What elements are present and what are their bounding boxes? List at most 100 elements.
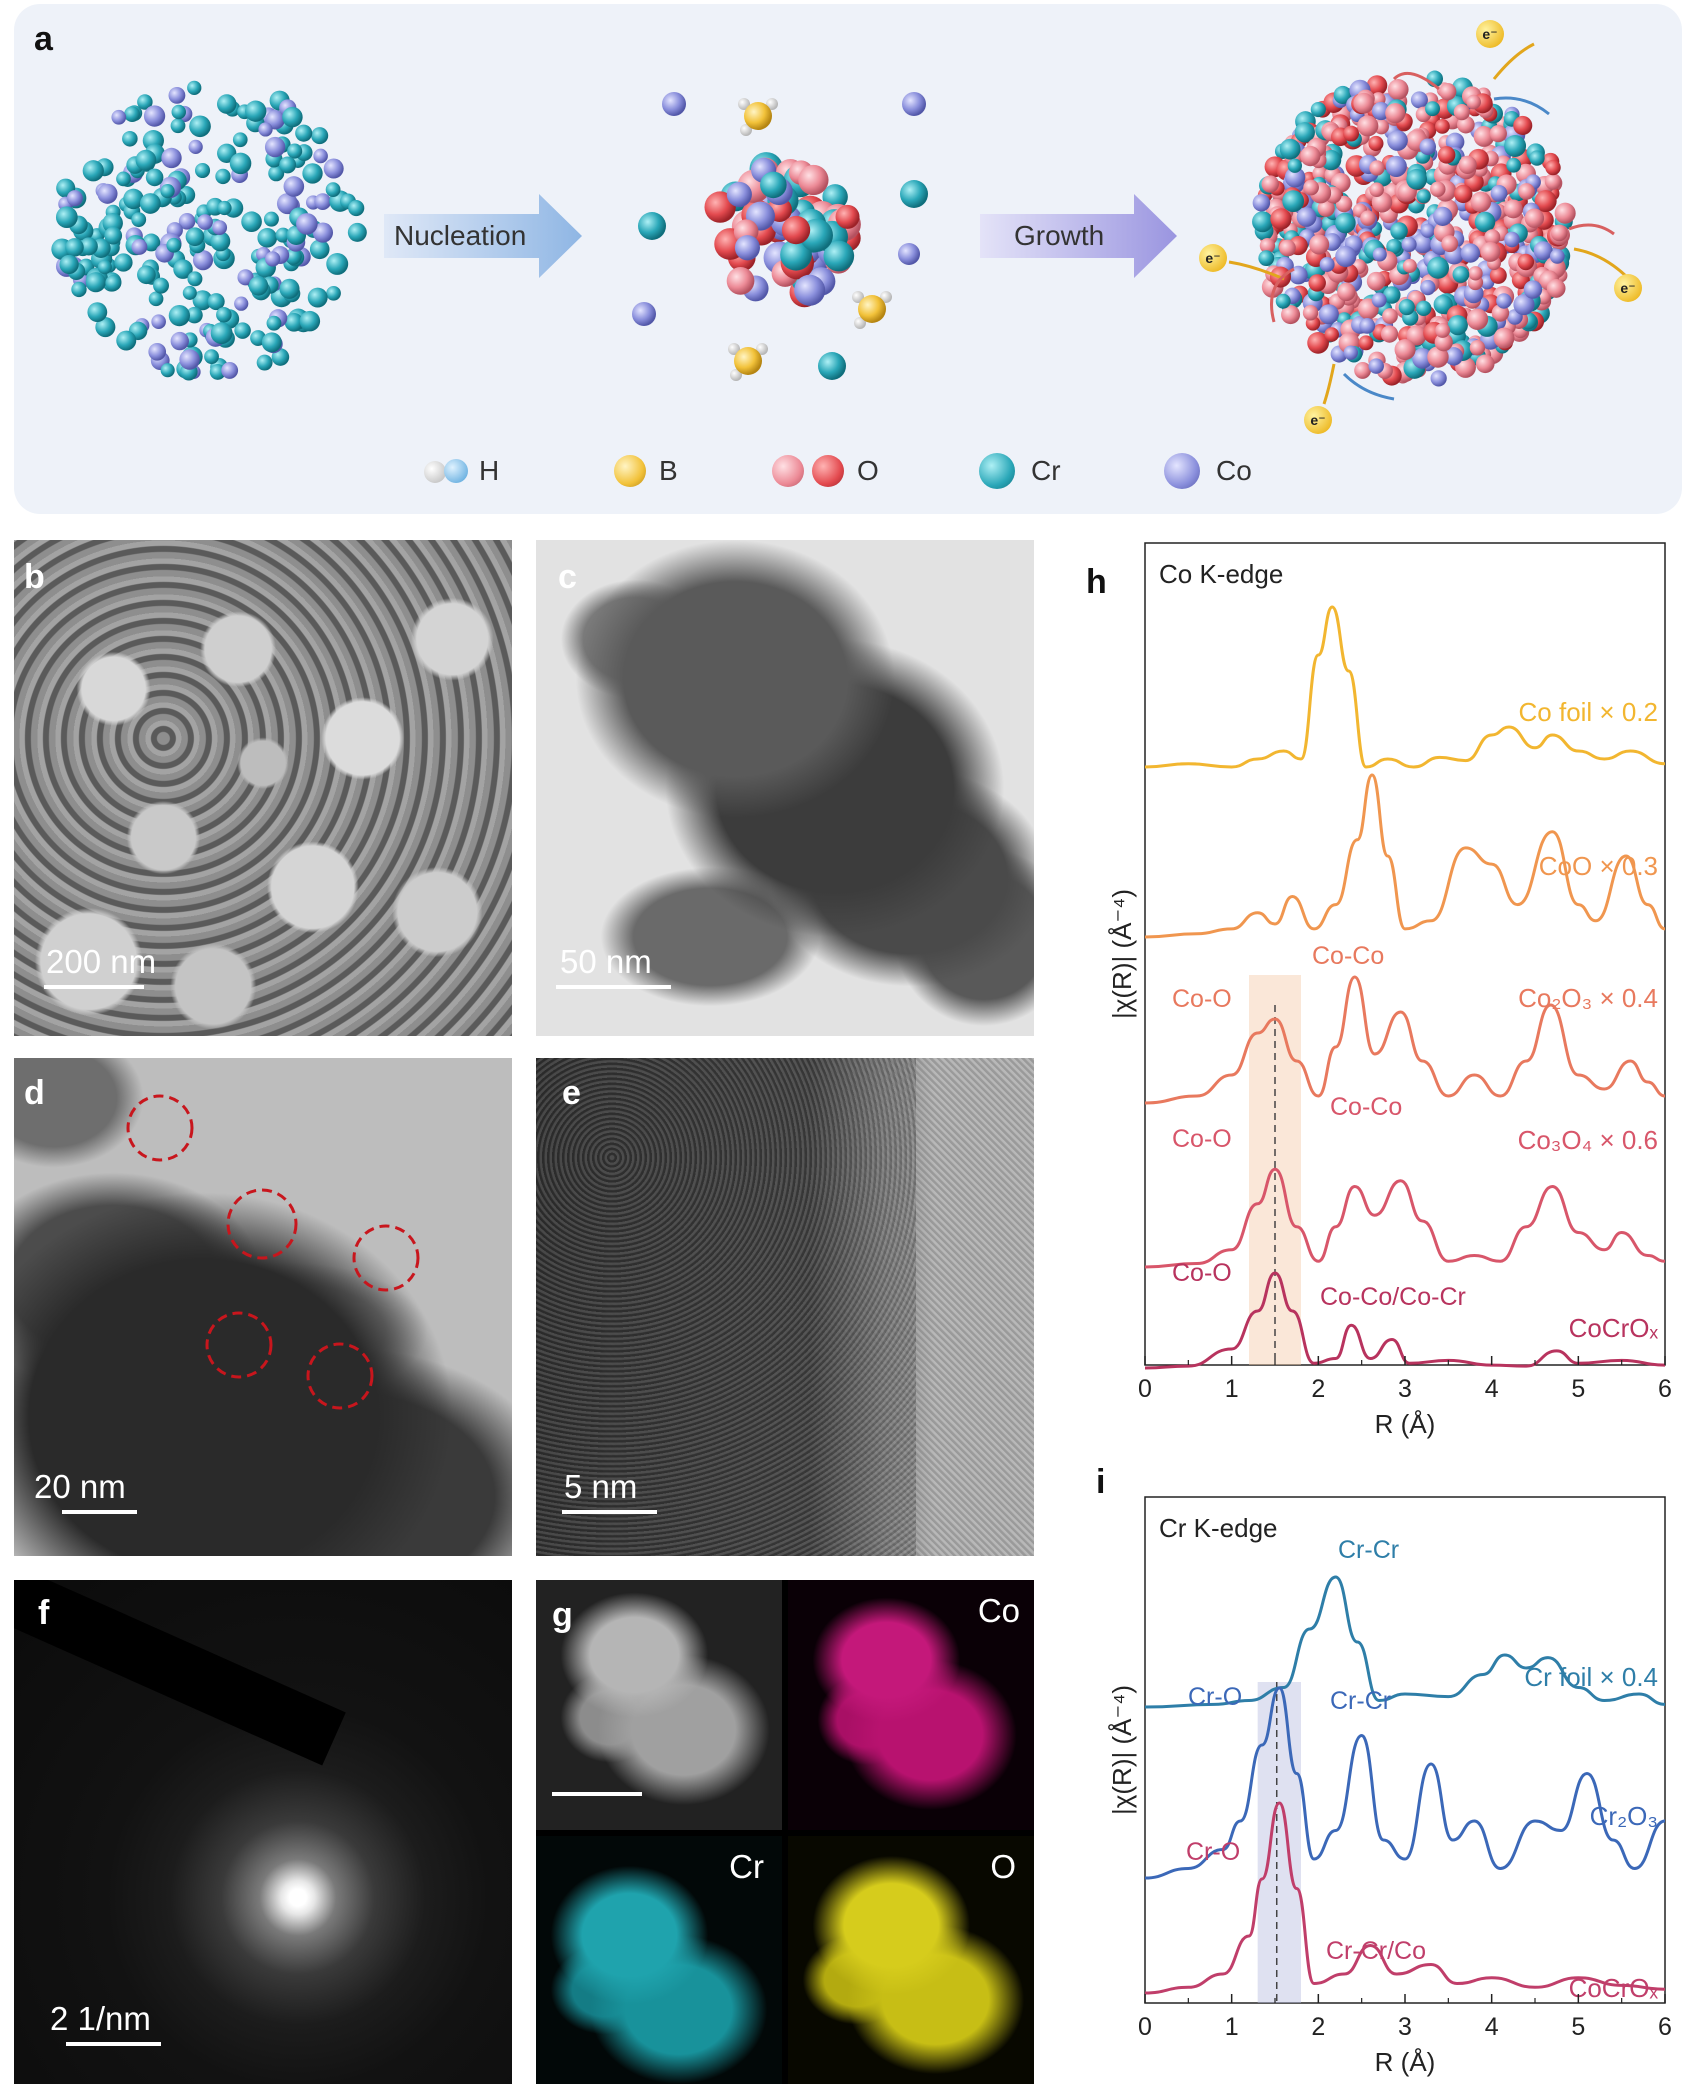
atom [1447, 315, 1468, 336]
atom [1524, 208, 1545, 228]
atom [326, 285, 341, 301]
atom [1469, 340, 1486, 356]
series-line [1144, 1271, 1666, 1370]
atom [153, 277, 169, 294]
atom [348, 200, 365, 217]
legend-label-o: O [857, 455, 879, 486]
atom [1279, 239, 1296, 257]
series-line [1144, 975, 1666, 1105]
atom [1353, 92, 1375, 114]
panel-c-letter: c [558, 558, 577, 596]
atom [1258, 250, 1275, 267]
o-atom-icon [812, 455, 844, 487]
tem-image-low: c 50 nm [536, 540, 1034, 1036]
atom [266, 315, 282, 331]
atom [1439, 83, 1457, 101]
atom [197, 214, 213, 230]
y-axis-label: |χ(R)| (Å⁻⁴) [1107, 1685, 1137, 1815]
atom [823, 240, 855, 272]
peak-annotation: Cr-O [1186, 1838, 1240, 1866]
scale-bar [62, 1510, 137, 1514]
peak-annotation: Cr-O [1188, 1683, 1242, 1711]
atom [283, 176, 305, 197]
atom [187, 271, 203, 287]
atom [1307, 331, 1329, 354]
precursor-cluster [51, 80, 367, 381]
atom [192, 250, 214, 271]
atom [1309, 234, 1330, 255]
atom [111, 109, 127, 125]
atom [302, 163, 323, 184]
atom [1282, 190, 1305, 213]
atom [898, 243, 920, 265]
electron-icon: e⁻ [1476, 20, 1504, 48]
scale-label: 2 1/nm [50, 2000, 151, 2037]
atom [1452, 266, 1470, 283]
atom [1319, 256, 1335, 272]
atom [1425, 101, 1440, 117]
atom [734, 235, 761, 261]
atom [1366, 75, 1388, 96]
atom [179, 349, 200, 370]
scale-label: 20 nm [34, 1468, 126, 1505]
atom [1287, 158, 1302, 173]
atom [1430, 181, 1446, 198]
atom [1302, 305, 1319, 321]
atom [1385, 155, 1407, 178]
x-tick-label: 3 [1398, 2013, 1412, 2041]
atom [1275, 293, 1291, 309]
x-tick-label: 3 [1398, 1375, 1412, 1403]
atom [1466, 308, 1489, 330]
y-axis-label: |χ(R)| (Å⁻⁴) [1107, 889, 1137, 1019]
panel-i: i Cr foil × 0.4 Cr₂O₃ CoCrOₓ Cr-Cr Cr-O Cr-Cr… [1080, 1465, 1685, 2090]
atom [1387, 79, 1409, 100]
atom [1546, 278, 1566, 298]
atom [232, 132, 248, 148]
atom [276, 193, 299, 215]
atom [1359, 317, 1376, 334]
panel-b-letter: b [24, 558, 45, 596]
atom [902, 92, 926, 116]
atom [326, 252, 349, 275]
atom [182, 285, 197, 300]
x-tick-label: 5 [1571, 1375, 1585, 1403]
growth-arrow [980, 194, 1177, 278]
atom [1496, 293, 1512, 309]
panel-a-letter: a [34, 20, 53, 58]
x-tick-label: 0 [1138, 1375, 1152, 1403]
atom [97, 183, 118, 204]
atom [1549, 248, 1565, 264]
atom [1401, 236, 1417, 253]
atom [726, 267, 755, 295]
atom [1454, 184, 1473, 204]
atom [216, 306, 232, 323]
hrtem-image: e 5 nm [536, 1058, 1034, 1556]
atom [215, 168, 231, 185]
atom [1458, 155, 1477, 175]
x-tick-label: 6 [1658, 1375, 1672, 1403]
atom [241, 211, 262, 233]
peak-annotation: Cr-Cr [1330, 1687, 1391, 1715]
electron-icon: e⁻ [1614, 274, 1642, 302]
atom [1252, 194, 1271, 212]
atom [1337, 282, 1356, 302]
atom [143, 105, 166, 127]
atom [1490, 184, 1508, 202]
highlight-band [1257, 1682, 1301, 2003]
atom [818, 352, 846, 380]
atom [192, 290, 213, 311]
atom [1366, 271, 1386, 291]
x-tick-label: 4 [1485, 1375, 1499, 1403]
atom [170, 331, 189, 351]
atom [85, 272, 106, 293]
atom [1303, 179, 1319, 196]
atom [55, 206, 78, 229]
x-tick-label: 0 [1138, 2013, 1152, 2041]
series-label: Cr₂O₃ [1590, 1801, 1658, 1831]
cr-atom-icon [979, 453, 1015, 489]
series-label: CoCrOₓ [1569, 1313, 1659, 1343]
panel-i-letter: i [1096, 1463, 1106, 1501]
co-k-edge-chart: Co foil × 0.2 CoO × 0.3 Co₂O₃ × 0.4 Co₃O₄ ×… [1107, 542, 1672, 1439]
atom [287, 143, 303, 159]
atom [234, 296, 249, 311]
